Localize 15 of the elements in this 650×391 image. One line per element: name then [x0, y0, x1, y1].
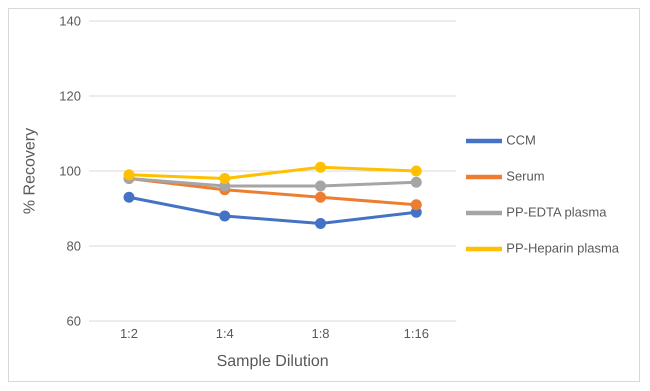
- legend-label: PP-EDTA plasma: [506, 204, 606, 220]
- y-tick-label: 80: [66, 238, 81, 254]
- y-tick-label: 120: [59, 88, 81, 104]
- x-tick-label: 1:4: [216, 326, 234, 342]
- legend-label: PP-Heparin plasma: [506, 240, 619, 256]
- y-axis-title: % Recovery: [22, 128, 39, 214]
- legend-label: Serum: [506, 168, 545, 184]
- y-tick-label: 140: [59, 14, 81, 29]
- x-tick-label: 1:8: [311, 326, 330, 342]
- legend-label: CCM: [506, 132, 536, 148]
- x-axis-title: Sample Dilution: [216, 353, 329, 370]
- y-tick-label: 60: [66, 314, 81, 329]
- x-tick-label: 1:16: [404, 326, 429, 342]
- y-tick-label: 100: [59, 164, 81, 179]
- x-tick-label: 1:2: [120, 326, 138, 342]
